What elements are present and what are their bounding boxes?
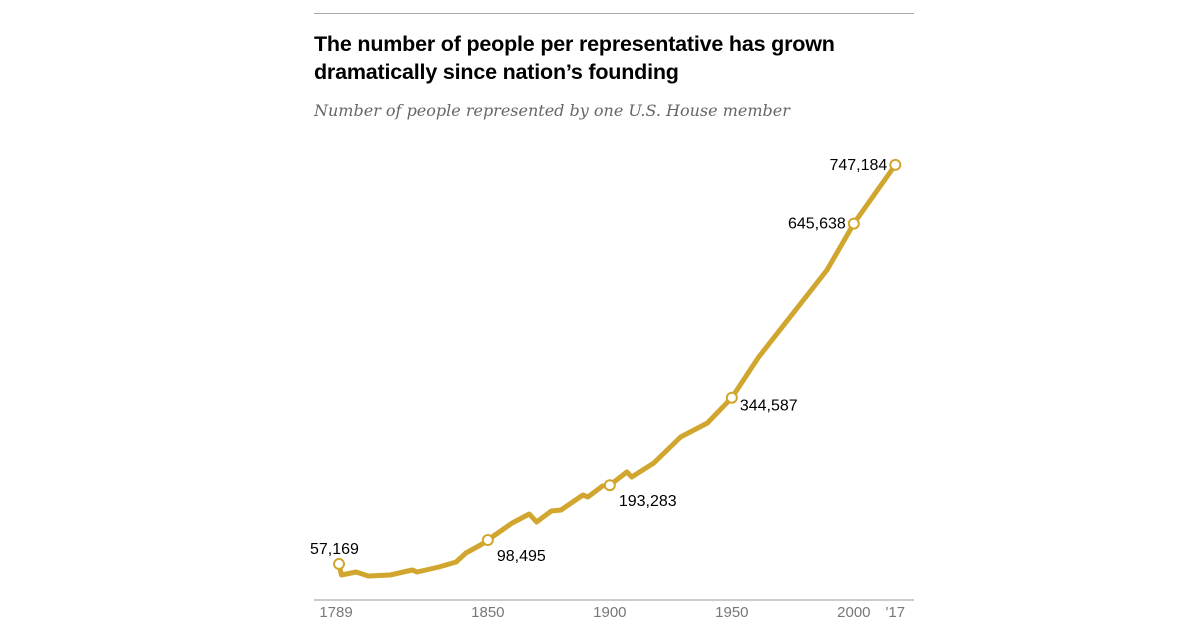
- x-tick-label: 1789: [319, 604, 352, 621]
- data-label: 193,283: [619, 493, 677, 510]
- data-point-marker: [333, 557, 345, 570]
- x-tick-label: '17: [886, 604, 906, 621]
- data-label: 645,638: [788, 216, 846, 233]
- chart-subtitle: Number of people represented by one U.S.…: [314, 101, 790, 120]
- data-point-marker: [725, 391, 738, 404]
- data-line: [336, 162, 898, 579]
- data-point-marker: [889, 158, 902, 171]
- data-point-marker: [847, 217, 860, 230]
- data-label: 344,587: [740, 398, 798, 415]
- data-point-marker: [481, 534, 494, 547]
- data-label: 57,169: [310, 541, 359, 558]
- x-tick-label: 2000: [837, 604, 870, 621]
- x-tick-label: 1850: [471, 604, 504, 621]
- data-label: 98,495: [497, 548, 546, 565]
- data-point-marker: [603, 479, 616, 492]
- chart-title: The number of people per representative …: [314, 32, 835, 84]
- x-tick-label: 1950: [715, 604, 748, 621]
- x-tick-label: 1900: [593, 604, 626, 621]
- top-rule: [314, 13, 914, 14]
- data-label: 747,184: [829, 157, 887, 174]
